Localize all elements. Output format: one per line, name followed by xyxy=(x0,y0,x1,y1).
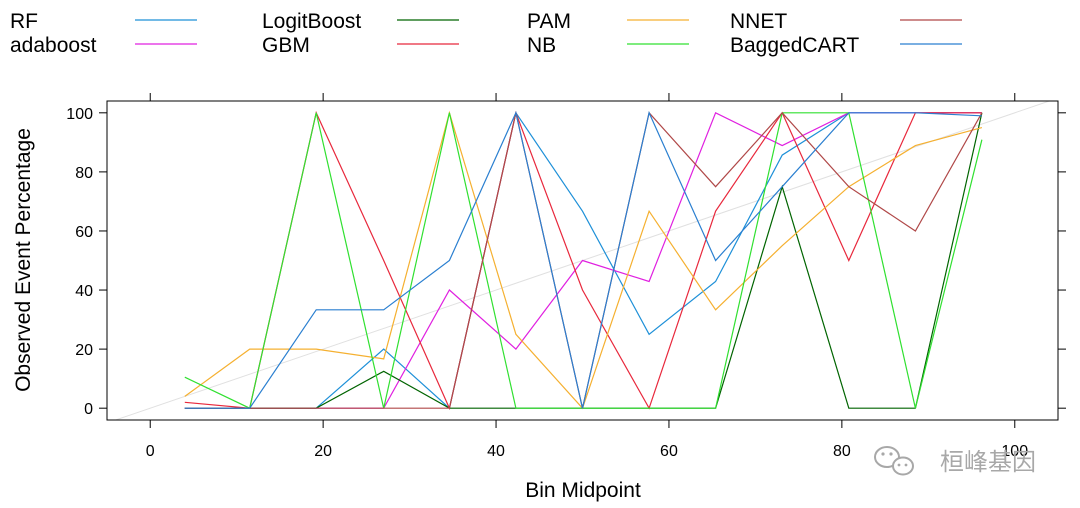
x-tick-label: 20 xyxy=(314,443,332,460)
legend-item-logitboost: LogitBoost xyxy=(262,10,459,33)
y-tick-label: 40 xyxy=(75,283,93,300)
legend-item-gbm: GBM xyxy=(262,34,459,57)
x-axis-title: Bin Midpoint xyxy=(525,479,641,502)
legend-item-nnet: NNET xyxy=(730,10,962,33)
y-tick-label: 0 xyxy=(84,401,93,418)
x-tick-label: 60 xyxy=(660,443,678,460)
legend-label: PAM xyxy=(527,10,571,33)
y-tick-label: 20 xyxy=(75,342,93,359)
series-line-adaboost xyxy=(184,111,982,409)
y-tick-label: 80 xyxy=(75,165,93,182)
series-layer xyxy=(114,101,1051,420)
legend-label: NNET xyxy=(730,10,787,33)
x-tick-label: 80 xyxy=(833,443,851,460)
legend-label: NB xyxy=(527,34,556,57)
reference-line xyxy=(114,101,1051,420)
axes: 0 20 40 60 80 100 0 20 40 60 80 100 xyxy=(66,93,1066,460)
plot-frame xyxy=(106,100,1059,421)
legend-item-rf: RF xyxy=(10,10,197,33)
watermark: 桓峰基因 xyxy=(874,446,1036,476)
y-axis-title: Observed Event Percentage xyxy=(12,128,35,392)
y-tick-label: 60 xyxy=(75,224,93,241)
legend-label: RF xyxy=(10,10,38,33)
watermark-text: 桓峰基因 xyxy=(940,448,1036,476)
legend-label: GBM xyxy=(262,34,310,57)
wechat-icon xyxy=(874,446,914,476)
legend-label: LogitBoost xyxy=(262,10,361,33)
legend-item-adaboost: adaboost xyxy=(10,34,197,57)
legend-label: BaggedCART xyxy=(730,34,859,57)
legend-label: adaboost xyxy=(10,34,97,57)
x-tick-label: 0 xyxy=(146,443,155,460)
x-tick-label: 100 xyxy=(1001,443,1028,460)
y-tick-label: 100 xyxy=(66,106,93,123)
legend-item-nb: NB xyxy=(527,34,689,57)
series-line-baggedcart xyxy=(184,110,982,409)
legend-item-baggedcart: BaggedCART xyxy=(730,34,962,57)
x-tick-label: 40 xyxy=(487,443,505,460)
legend-item-pam: PAM xyxy=(527,10,689,33)
